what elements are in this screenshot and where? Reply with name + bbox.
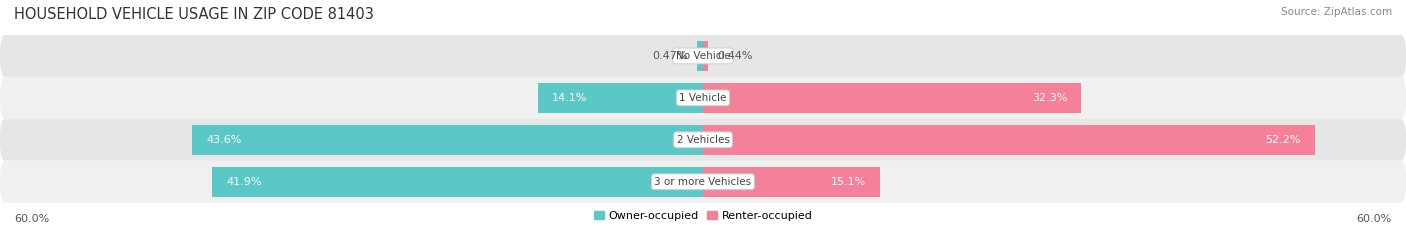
Bar xyxy=(697,41,703,71)
Text: 14.1%: 14.1% xyxy=(551,93,588,103)
Text: 3 or more Vehicles: 3 or more Vehicles xyxy=(654,177,752,187)
FancyBboxPatch shape xyxy=(0,35,1406,77)
Text: 60.0%: 60.0% xyxy=(1357,214,1392,224)
FancyBboxPatch shape xyxy=(0,77,1406,119)
FancyBboxPatch shape xyxy=(0,119,1406,161)
FancyBboxPatch shape xyxy=(0,161,1406,203)
Text: HOUSEHOLD VEHICLE USAGE IN ZIP CODE 81403: HOUSEHOLD VEHICLE USAGE IN ZIP CODE 8140… xyxy=(14,7,374,22)
Text: No Vehicle: No Vehicle xyxy=(675,51,731,61)
Text: 43.6%: 43.6% xyxy=(207,135,242,145)
Text: 32.3%: 32.3% xyxy=(1032,93,1067,103)
Bar xyxy=(703,125,1315,155)
Text: 2 Vehicles: 2 Vehicles xyxy=(676,135,730,145)
Text: 41.9%: 41.9% xyxy=(226,177,262,187)
Text: 52.2%: 52.2% xyxy=(1265,135,1301,145)
Bar xyxy=(703,41,709,71)
Bar xyxy=(212,167,703,197)
Bar xyxy=(703,167,880,197)
Text: Source: ZipAtlas.com: Source: ZipAtlas.com xyxy=(1281,7,1392,17)
Bar xyxy=(538,83,703,113)
Text: 0.47%: 0.47% xyxy=(652,51,688,61)
Legend: Owner-occupied, Renter-occupied: Owner-occupied, Renter-occupied xyxy=(589,206,817,225)
Text: 60.0%: 60.0% xyxy=(14,214,49,224)
Text: 0.44%: 0.44% xyxy=(717,51,754,61)
Text: 1 Vehicle: 1 Vehicle xyxy=(679,93,727,103)
Bar xyxy=(193,125,703,155)
Text: 15.1%: 15.1% xyxy=(831,177,866,187)
Bar xyxy=(703,83,1081,113)
